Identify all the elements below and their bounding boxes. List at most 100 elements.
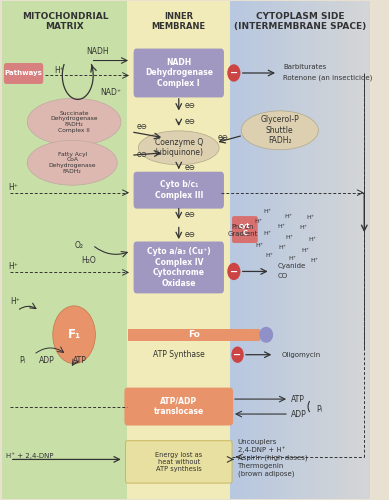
- Text: e⊖: e⊖: [184, 230, 195, 239]
- Text: MITOCHONDRIAL
MATRIX: MITOCHONDRIAL MATRIX: [22, 12, 108, 31]
- FancyBboxPatch shape: [265, 0, 272, 500]
- Text: H⁺ + 2,4-DNP: H⁺ + 2,4-DNP: [6, 452, 54, 460]
- FancyBboxPatch shape: [279, 0, 286, 500]
- Text: Energy lost as
heat without
ATP synthesis: Energy lost as heat without ATP synthesi…: [155, 452, 202, 472]
- Text: NAD⁺: NAD⁺: [100, 88, 121, 98]
- Text: Cyto a/a₃ (Cu⁺)
Complex IV
Cytochrome
Oxidase: Cyto a/a₃ (Cu⁺) Complex IV Cytochrome Ox…: [147, 248, 210, 288]
- Text: H⁺: H⁺: [289, 256, 297, 262]
- Text: H⁺: H⁺: [8, 262, 18, 271]
- Text: ADP: ADP: [291, 410, 307, 418]
- Text: O₂: O₂: [75, 240, 84, 250]
- FancyBboxPatch shape: [4, 63, 43, 84]
- Text: Pᵢ: Pᵢ: [317, 404, 322, 413]
- FancyBboxPatch shape: [349, 0, 356, 500]
- FancyBboxPatch shape: [133, 172, 224, 208]
- Text: Coenzyme Q
(ubiquinone): Coenzyme Q (ubiquinone): [154, 138, 203, 158]
- Text: F₁: F₁: [68, 328, 81, 342]
- Text: H⁺: H⁺: [306, 215, 314, 220]
- Text: e⊖: e⊖: [184, 164, 195, 172]
- Text: H⁺: H⁺: [10, 298, 20, 306]
- Ellipse shape: [27, 98, 121, 146]
- Text: Thermogenin: Thermogenin: [238, 463, 284, 469]
- FancyBboxPatch shape: [258, 0, 265, 500]
- Text: H⁺: H⁺: [309, 236, 317, 242]
- Text: NADH: NADH: [87, 46, 109, 56]
- Ellipse shape: [241, 111, 318, 150]
- FancyBboxPatch shape: [328, 0, 335, 500]
- Text: Fo: Fo: [188, 330, 200, 340]
- Text: H⁺: H⁺: [266, 254, 274, 258]
- FancyBboxPatch shape: [356, 0, 363, 500]
- Circle shape: [228, 65, 240, 81]
- Ellipse shape: [27, 140, 117, 185]
- Text: e⊖: e⊖: [137, 122, 147, 131]
- FancyBboxPatch shape: [237, 0, 244, 500]
- Text: e⊖: e⊖: [217, 134, 228, 142]
- Text: cyt
C: cyt C: [239, 223, 251, 236]
- FancyBboxPatch shape: [307, 0, 314, 500]
- Text: Aspirin (high doses): Aspirin (high doses): [238, 454, 307, 461]
- Text: Fatty Acyl
CoA
Dehydrogenase
FADH₂: Fatty Acyl CoA Dehydrogenase FADH₂: [49, 152, 96, 174]
- Text: H⁺: H⁺: [279, 245, 286, 250]
- FancyBboxPatch shape: [251, 0, 258, 500]
- FancyBboxPatch shape: [133, 48, 224, 98]
- Text: H⁺: H⁺: [54, 66, 64, 75]
- FancyBboxPatch shape: [335, 0, 342, 500]
- FancyBboxPatch shape: [342, 0, 349, 500]
- Text: Succinate
Dehydrogenase
FADH₂
Complex II: Succinate Dehydrogenase FADH₂ Complex II: [50, 110, 98, 133]
- Text: Cyanide: Cyanide: [278, 264, 306, 270]
- Text: H⁺: H⁺: [300, 225, 308, 230]
- Text: −: −: [230, 68, 238, 78]
- FancyBboxPatch shape: [230, 0, 237, 500]
- Text: H⁺: H⁺: [278, 224, 286, 228]
- FancyBboxPatch shape: [128, 329, 259, 340]
- Text: e⊖: e⊖: [184, 210, 195, 219]
- Text: Pathways: Pathways: [4, 70, 42, 76]
- Circle shape: [53, 306, 95, 364]
- Text: H⁺: H⁺: [284, 214, 292, 218]
- FancyBboxPatch shape: [272, 0, 279, 500]
- Text: CO: CO: [278, 274, 288, 280]
- Text: Oligomycin: Oligomycin: [282, 352, 321, 358]
- Text: H⁺: H⁺: [263, 208, 271, 214]
- FancyBboxPatch shape: [232, 216, 258, 243]
- Text: ATP: ATP: [291, 394, 305, 404]
- FancyBboxPatch shape: [286, 0, 293, 500]
- Ellipse shape: [138, 131, 219, 164]
- Text: Glycerol-P
Shuttle
FADH₂: Glycerol-P Shuttle FADH₂: [260, 116, 299, 145]
- Text: INNER
MEMBRANE: INNER MEMBRANE: [152, 12, 206, 31]
- Text: −: −: [230, 266, 238, 276]
- FancyBboxPatch shape: [127, 0, 230, 500]
- Text: ADP: ADP: [39, 356, 54, 365]
- Text: −: −: [233, 350, 242, 360]
- Text: NADH
Dehydrogenase
Complex I: NADH Dehydrogenase Complex I: [145, 58, 213, 88]
- FancyBboxPatch shape: [126, 440, 232, 483]
- FancyBboxPatch shape: [133, 242, 224, 294]
- Text: Cyto b/c₁
Complex III: Cyto b/c₁ Complex III: [154, 180, 203, 200]
- Text: ATP Synthase: ATP Synthase: [153, 350, 205, 358]
- Text: H⁺: H⁺: [311, 258, 319, 264]
- Ellipse shape: [259, 327, 273, 342]
- FancyBboxPatch shape: [244, 0, 251, 500]
- Circle shape: [232, 347, 243, 362]
- Text: ATP: ATP: [73, 356, 86, 365]
- FancyBboxPatch shape: [321, 0, 328, 500]
- FancyBboxPatch shape: [124, 388, 233, 426]
- Text: H⁺: H⁺: [301, 248, 310, 252]
- FancyBboxPatch shape: [300, 0, 307, 500]
- Text: 2,4-DNP + H⁺: 2,4-DNP + H⁺: [238, 446, 285, 454]
- Text: H₂O: H₂O: [81, 256, 96, 266]
- Text: (brown adipose): (brown adipose): [238, 470, 294, 477]
- Text: H⁺: H⁺: [256, 242, 264, 248]
- Text: H⁺: H⁺: [255, 218, 263, 224]
- FancyBboxPatch shape: [293, 0, 300, 500]
- Text: ATP/ADP
translocase: ATP/ADP translocase: [154, 397, 204, 416]
- Text: H⁺: H⁺: [263, 230, 271, 235]
- FancyBboxPatch shape: [363, 0, 370, 500]
- Text: e⊖: e⊖: [184, 102, 195, 110]
- Text: Proton
Gradient: Proton Gradient: [227, 224, 258, 236]
- FancyBboxPatch shape: [2, 0, 127, 500]
- Text: e⊖: e⊖: [184, 117, 195, 126]
- Text: Uncouplers: Uncouplers: [238, 439, 277, 445]
- Text: H⁺: H⁺: [286, 234, 294, 240]
